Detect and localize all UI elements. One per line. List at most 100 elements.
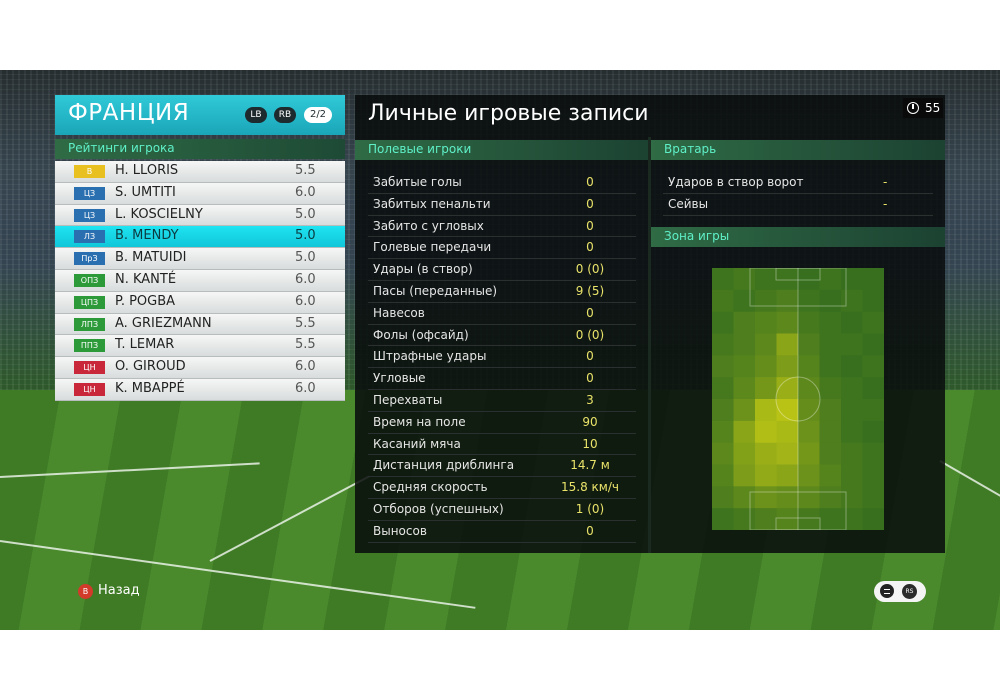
position-badge: ЦЗ [74, 208, 105, 222]
field-players-header: Полевые игроки [355, 140, 648, 160]
stat-row: Пасы (переданные) 9 (5) [368, 281, 636, 303]
position-badge: ЛЗ [74, 230, 105, 244]
player-row[interactable]: В H. LLORIS 5.5 [55, 161, 345, 183]
stat-label: Время на поле [373, 414, 466, 429]
team-header: ФРАНЦИЯ LB RB 2/2 [55, 95, 345, 135]
heatmap-cell [733, 486, 756, 509]
stat-value: 10 [582, 436, 598, 451]
stat-row: Сейвы - [663, 194, 933, 216]
player-row[interactable]: ЦЗ S. UMTITI 6.0 [55, 182, 345, 205]
heatmap-cell [733, 289, 756, 313]
player-row[interactable]: ЦН O. GIROUD 6.0 [55, 357, 345, 379]
position-badge: ОПЗ [74, 273, 105, 287]
player-name: L. KOSCIELNY [115, 206, 203, 222]
stat-value: 3 [586, 392, 594, 407]
player-name: T. LEMAR [115, 337, 175, 353]
heatmap-cell [733, 311, 756, 334]
player-row[interactable]: ЦПЗ P. POGBA 6.0 [55, 291, 345, 314]
stat-row: Ударов в створ ворот - [663, 172, 933, 194]
heatmap-cell [819, 486, 842, 509]
heatmap-cell [755, 486, 777, 509]
play-zone-header: Зона игры [651, 227, 945, 247]
rs-controls[interactable]: RS [874, 581, 926, 602]
player-name: O. GIROUD [115, 359, 186, 375]
rs-stick-icon[interactable]: RS [902, 584, 917, 599]
stat-value: 0 [586, 305, 594, 320]
heatmap-cell [733, 377, 756, 400]
stat-row: Забито с угловых 0 [368, 216, 636, 238]
heatmap-cell [776, 442, 799, 465]
stat-row: Забитые голы 0 [368, 172, 636, 194]
heatmap-cell [798, 268, 820, 291]
heatmap-cell [798, 464, 820, 487]
stat-label: Сейвы [668, 196, 709, 211]
page-indicator: 2/2 [304, 107, 332, 123]
heatmap-cell [755, 377, 777, 400]
heatmap-cell [755, 333, 777, 356]
player-rating: 5.0 [295, 228, 316, 244]
heatmap-cell [798, 333, 820, 356]
heatmap-cell [776, 355, 799, 378]
heatmap-cell [819, 508, 842, 530]
player-row[interactable]: ПрЗ B. MATUIDI 5.0 [55, 248, 345, 270]
player-row[interactable]: ЛПЗ A. GRIEZMANN 5.5 [55, 313, 345, 336]
field-players-header-label: Полевые игроки [368, 142, 472, 156]
pitch-marking [775, 376, 821, 422]
stat-value: 15.8 км/ч [561, 480, 619, 495]
heatmap-cell [733, 268, 756, 291]
stat-label: Отборов (успешных) [373, 501, 504, 516]
heatmap-cell [733, 508, 756, 530]
stat-row: Угловые 0 [368, 368, 636, 390]
player-list: В H. LLORIS 5.5 ЦЗ S. UMTITI 6.0 ЦЗ L. KOSCIELN… [55, 161, 345, 401]
chat-icon[interactable] [880, 584, 894, 598]
player-row[interactable]: ЛЗ B. MENDY 5.0 [55, 226, 345, 249]
b-button-icon[interactable]: B [78, 584, 93, 599]
heatmap-cell [862, 377, 884, 400]
heatmap-cell [712, 355, 734, 378]
heatmap-cell [755, 399, 777, 422]
heatmap-cell [755, 508, 777, 530]
heatmap-cell [862, 333, 884, 356]
heatmap-cell [862, 399, 884, 422]
player-name: S. UMTITI [115, 184, 176, 200]
player-rating: 6.0 [295, 271, 316, 287]
player-row[interactable]: ОПЗ N. KANTÉ 6.0 [55, 269, 345, 292]
heatmap-cell [755, 464, 777, 487]
stat-row: Перехваты 3 [368, 390, 636, 412]
heatmap-cell [733, 420, 756, 444]
panel-divider [648, 137, 651, 553]
team-name: ФРАНЦИЯ [68, 100, 190, 126]
stat-value: 90 [582, 414, 598, 429]
player-row[interactable]: ЦН K. MBAPPÉ 6.0 [55, 378, 345, 401]
rb-button-icon[interactable]: RB [274, 107, 296, 123]
stat-value: 14.7 м [570, 458, 610, 473]
goalkeeper-header: Вратарь [651, 140, 945, 160]
heatmap-cell [862, 311, 884, 334]
heatmap-cell [862, 486, 884, 509]
player-rating: 6.0 [295, 184, 316, 200]
player-row[interactable]: ЦЗ L. KOSCIELNY 5.0 [55, 204, 345, 227]
heatmap-cell [712, 508, 734, 530]
pitch-marking [749, 491, 847, 530]
heatmap-cell [798, 508, 820, 530]
heatmap-cell [755, 355, 777, 378]
back-label[interactable]: Назад [98, 583, 140, 598]
player-name: B. MENDY [115, 228, 179, 244]
field-stats-table: Забитые голы 0 Забитых пенальти 0 Забито с у… [368, 172, 636, 543]
heatmap-cell [712, 420, 734, 444]
stat-row: Отборов (успешных) 1 (0) [368, 499, 636, 521]
stat-row: Средняя скорость 15.8 км/ч [368, 477, 636, 499]
stat-row: Время на поле 90 [368, 412, 636, 434]
stat-value: 1 (0) [575, 501, 605, 516]
heatmap-cell [819, 464, 842, 487]
stat-label: Угловые [373, 371, 426, 386]
heatmap-cell [776, 399, 799, 422]
match-timer: 55 [903, 98, 943, 118]
goalkeeper-stats-table: Ударов в створ ворот - Сейвы - [663, 172, 933, 216]
player-row[interactable]: ППЗ T. LEMAR 5.5 [55, 335, 345, 358]
lb-button-icon[interactable]: LB [245, 107, 267, 123]
ratings-header-label: Рейтинги игрока [68, 141, 175, 155]
stat-value: 0 [586, 175, 594, 189]
player-rating: 6.0 [295, 293, 316, 309]
heatmap-cell [819, 268, 842, 291]
